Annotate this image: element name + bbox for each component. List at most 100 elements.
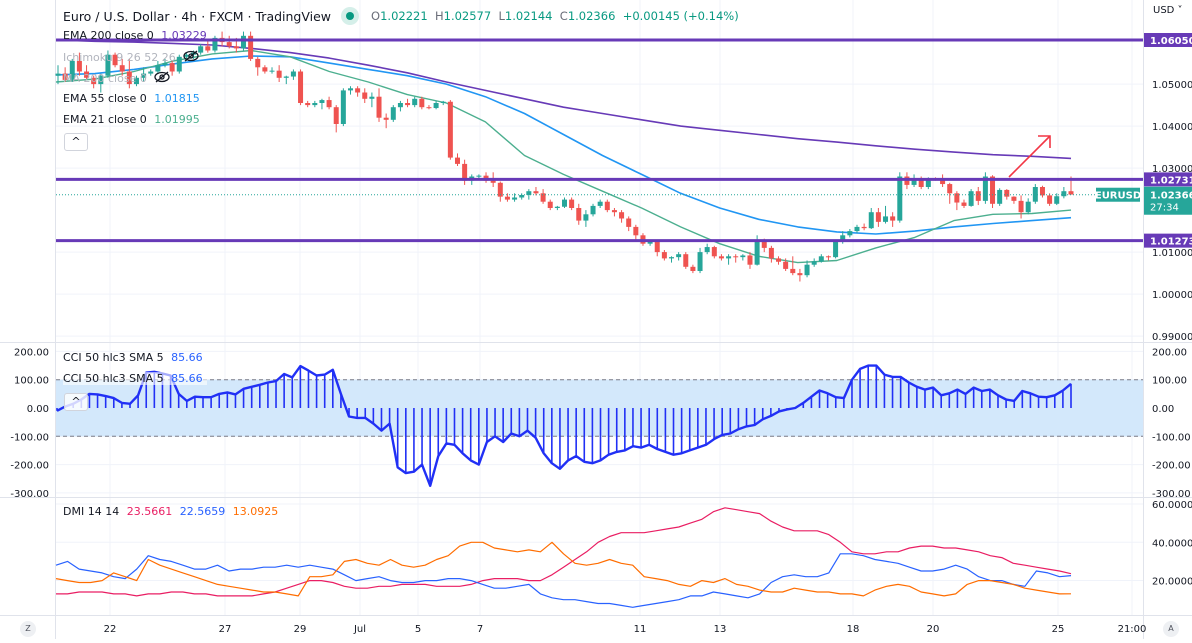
legend-ema200[interactable]: EMA 200 close 0 1.03229 (63, 29, 211, 42)
candle-body (797, 273, 803, 276)
candle (305, 100, 311, 108)
candle (362, 88, 368, 103)
legend-ema55[interactable]: EMA 55 close 0 1.01815 (63, 92, 204, 105)
candle-body (312, 103, 318, 106)
high-label: H (434, 9, 444, 23)
price-pane[interactable] (55, 31, 1144, 282)
candle-body (490, 180, 496, 183)
candle-body (355, 88, 361, 93)
ema55-line (55, 55, 1072, 235)
candle-body (747, 255, 753, 265)
arrow-shaft (1008, 135, 1051, 178)
time-label: 7 (477, 624, 483, 635)
legend-cci-1[interactable]: CCI 50 hlc3 SMA 5 85.66 (63, 351, 207, 364)
collapse-legend-button[interactable]: ^ (64, 133, 88, 151)
candle (1025, 198, 1031, 215)
candle-body (226, 42, 232, 47)
symbol-tag-label: EURUSD (1095, 191, 1141, 202)
candle-body (162, 63, 168, 66)
dmi-label: DMI 14 14 (63, 505, 120, 518)
candle (91, 75, 97, 89)
cci-pane[interactable] (56, 364, 1143, 487)
auto-scale-button[interactable]: A (1163, 621, 1179, 637)
candle (868, 208, 874, 229)
zoom-reset-button[interactable]: Z (20, 621, 36, 637)
candle (669, 256, 675, 263)
candle (169, 61, 175, 76)
time-label: 25 (1052, 624, 1065, 635)
candle (176, 54, 182, 74)
currency-selector[interactable]: USD ˅ (1153, 5, 1183, 16)
candle (205, 40, 211, 53)
level-price-label: 1.02731 (1150, 175, 1192, 186)
price-tick: 1.00000 (1152, 290, 1192, 301)
candle-body (1047, 195, 1053, 204)
candle-body (954, 193, 960, 203)
candle-body (533, 191, 539, 194)
symbol-tag (1096, 187, 1140, 202)
cci-tick-right: -100.00 (1152, 432, 1191, 443)
dmi-plus-di-line (55, 553, 1072, 608)
candle-body (576, 208, 582, 221)
candle-body (968, 191, 974, 206)
legend-ma200[interactable]: MA 200 close 0 (63, 71, 174, 86)
eye-hidden-icon[interactable] (154, 71, 170, 86)
legend-cci-2[interactable]: CCI 50 hlc3 SMA 5 85.66 (63, 372, 207, 385)
candle (833, 239, 839, 259)
candle-body (562, 199, 567, 207)
candle (255, 56, 261, 76)
ema200-line (55, 39, 1072, 160)
candle (718, 254, 724, 261)
candle-body (690, 266, 696, 271)
candle-body (376, 96, 382, 118)
candle (954, 191, 960, 211)
candle-body (669, 257, 675, 259)
time-label: 29 (294, 624, 307, 635)
candle-body (1054, 196, 1060, 204)
candle-body (476, 175, 482, 177)
candle-body (583, 214, 589, 221)
legend-ichimoku[interactable]: Ichimoku 9 26 52 26 (63, 50, 203, 65)
last-price-tag (1144, 186, 1192, 215)
dmi-pane[interactable] (55, 507, 1072, 608)
candle (540, 189, 546, 204)
legend-dmi[interactable]: DMI 14 14 23.5661 22.5659 13.0925 (63, 505, 282, 518)
symbol-title[interactable]: Euro / U.S. Dollar · 4h · FXCM · Trading… (63, 8, 332, 24)
price-tick: 1.05000 (1152, 80, 1192, 91)
candle (405, 98, 411, 108)
candle-body (661, 252, 667, 259)
candle-body (126, 71, 132, 85)
candle (283, 75, 289, 85)
candle-body (141, 73, 147, 78)
candle (383, 113, 389, 129)
candle-body (397, 103, 403, 108)
eye-hidden-icon[interactable] (183, 50, 199, 65)
close-label: C (559, 9, 568, 23)
candle (847, 229, 853, 238)
candle (419, 96, 425, 110)
candle-body (1032, 187, 1038, 202)
ma200-label: MA 200 close 0 (63, 71, 147, 85)
candle-body (626, 218, 632, 227)
candle (597, 199, 603, 208)
candle-body (55, 73, 61, 76)
candle (1011, 196, 1017, 204)
ema21-label: EMA 21 close 0 (63, 113, 147, 126)
trend-arrow (1008, 135, 1051, 178)
candle-body (704, 247, 710, 253)
candle (105, 50, 111, 78)
candle-body (540, 193, 546, 202)
candle (162, 58, 168, 68)
collapse-cci-legend-button[interactable]: ^ (64, 393, 88, 411)
candle-body (633, 226, 639, 236)
candle-body (825, 256, 831, 258)
candle (740, 254, 746, 261)
candle (112, 52, 118, 68)
candle (697, 247, 703, 274)
legend-ema21[interactable]: EMA 21 close 0 1.01995 (63, 113, 204, 126)
candle (633, 224, 639, 240)
candle-body (569, 199, 575, 208)
level-price-label: 1.06050 (1150, 36, 1192, 47)
candle-body (390, 107, 396, 120)
candle-body (804, 264, 810, 276)
